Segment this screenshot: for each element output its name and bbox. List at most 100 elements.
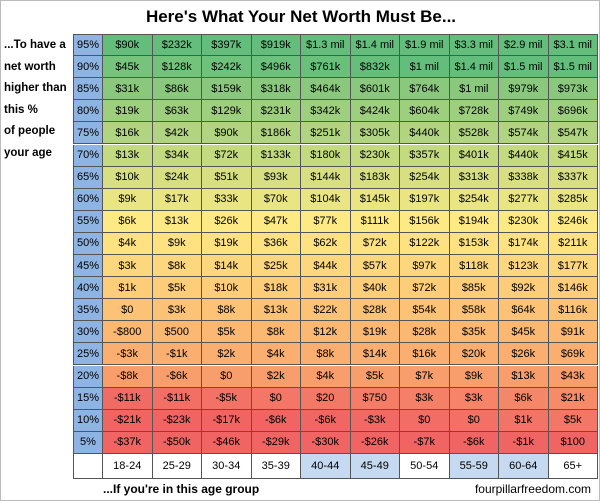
- net-worth-cell: $31k: [301, 277, 351, 300]
- net-worth-cell: $90k: [202, 122, 252, 145]
- net-worth-cell: $64k: [499, 299, 549, 322]
- net-worth-cell: $86k: [152, 78, 202, 101]
- net-worth-cell: -$5k: [202, 387, 252, 410]
- net-worth-cell: $230k: [499, 210, 549, 233]
- footer-caption: ...If you're in this age group: [103, 482, 260, 496]
- net-worth-cell: $153k: [449, 232, 499, 255]
- net-worth-cell: $0: [400, 409, 450, 432]
- percentile-label: 35%: [73, 299, 103, 322]
- net-worth-cell: $1k: [103, 277, 153, 300]
- net-worth-cell: -$26k: [350, 431, 400, 454]
- net-worth-cell: $1k: [499, 409, 549, 432]
- net-worth-cell: $43k: [548, 365, 598, 388]
- net-worth-cell: $28k: [400, 321, 450, 344]
- net-worth-cell: $31k: [103, 78, 153, 101]
- net-worth-cell: $13k: [251, 299, 301, 322]
- net-worth-cell: $47k: [251, 210, 301, 233]
- age-group-label: 60-64: [499, 453, 549, 479]
- net-worth-cell: $19k: [350, 321, 400, 344]
- net-worth-cell: -$6k: [152, 365, 202, 388]
- net-worth-cell: $973k: [548, 78, 598, 101]
- side-text-line: higher than: [4, 82, 67, 94]
- side-text-line: your age: [4, 146, 52, 159]
- net-worth-cell: $16k: [103, 122, 153, 145]
- side-text-line: net worth: [4, 60, 56, 73]
- net-worth-cell: $2k: [202, 343, 252, 366]
- net-worth-cell: $42k: [152, 122, 202, 145]
- net-worth-cell: $194k: [449, 210, 499, 233]
- net-worth-cell: $54k: [400, 299, 450, 322]
- percentile-label: 55%: [73, 210, 103, 233]
- net-worth-cell: $4k: [103, 232, 153, 255]
- net-worth-cell: $415k: [548, 144, 598, 167]
- net-worth-cell: $92k: [499, 277, 549, 300]
- percentile-label: 10%: [73, 409, 103, 432]
- net-worth-cell: -$3k: [350, 409, 400, 432]
- title: Here's What Your Net Worth Must Be...: [145, 7, 457, 26]
- net-worth-cell: $251k: [301, 122, 351, 145]
- net-worth-cell: $4k: [251, 343, 301, 366]
- net-worth-cell: $305k: [350, 122, 400, 145]
- net-worth-cell: $22k: [301, 299, 351, 322]
- net-worth-cell: $45k: [103, 56, 153, 79]
- net-worth-cell: $28k: [350, 299, 400, 322]
- net-worth-cell: $72k: [400, 277, 450, 300]
- net-worth-cell: $36k: [251, 232, 301, 255]
- side-text-line: this %: [4, 103, 38, 116]
- net-worth-cell: $63k: [152, 100, 202, 123]
- net-worth-cell: $500: [152, 321, 202, 344]
- net-worth-cell: $21k: [548, 387, 598, 410]
- net-worth-cell: $0: [449, 409, 499, 432]
- net-worth-cell: $761k: [301, 56, 351, 79]
- net-worth-cell: $93k: [251, 166, 301, 189]
- net-worth-cell: $34k: [152, 144, 202, 167]
- net-worth-cell: $177k: [548, 255, 598, 278]
- net-worth-cell: $174k: [499, 232, 549, 255]
- age-group-label: 65+: [548, 453, 598, 479]
- footer-source: fourpillarfreedom.com: [474, 482, 591, 496]
- net-worth-cell: $85k: [449, 277, 499, 300]
- net-worth-cell: $159k: [202, 78, 252, 101]
- side-text-line: ...To have a: [4, 39, 66, 51]
- net-worth-cell: $77k: [301, 210, 351, 233]
- net-worth-cell: $33k: [202, 188, 252, 211]
- net-worth-cell: $58k: [449, 299, 499, 322]
- side-text-line: of people: [4, 125, 56, 137]
- net-worth-cell: $13k: [152, 210, 202, 233]
- net-worth-cell: $2.9 mil: [499, 34, 549, 57]
- net-worth-cell: $528k: [449, 122, 499, 145]
- net-worth-cell: $313k: [449, 166, 499, 189]
- net-worth-cell: $123k: [499, 255, 549, 278]
- net-worth-cell: $129k: [202, 100, 252, 123]
- net-worth-cell: $1 mil: [400, 56, 450, 79]
- age-group-label: 55-59: [449, 453, 499, 479]
- net-worth-cell: $7k: [400, 365, 450, 388]
- net-worth-cell: $5k: [548, 409, 598, 432]
- net-worth-cell: $1.5 mil: [548, 56, 598, 79]
- net-worth-cell: $104k: [301, 188, 351, 211]
- net-worth-cell: $401k: [449, 144, 499, 167]
- percentile-label: 50%: [73, 232, 103, 255]
- net-worth-cell: $574k: [499, 122, 549, 145]
- net-worth-cell: $156k: [400, 210, 450, 233]
- net-worth-cell: -$11k: [103, 387, 153, 410]
- net-worth-cell: $3.1 mil: [548, 34, 598, 57]
- net-worth-cell: $100: [548, 431, 598, 454]
- net-worth-cell: $25k: [251, 255, 301, 278]
- net-worth-cell: $51k: [202, 166, 252, 189]
- net-worth-cell: $14k: [350, 343, 400, 366]
- percentile-label: 85%: [73, 78, 103, 101]
- net-worth-cell: $26k: [499, 343, 549, 366]
- net-worth-cell: $424k: [350, 100, 400, 123]
- age-group-label: 25-29: [152, 453, 202, 479]
- percentile-label: 75%: [73, 122, 103, 145]
- net-worth-cell: $9k: [449, 365, 499, 388]
- net-worth-cell: $440k: [499, 144, 549, 167]
- net-worth-cell: $254k: [449, 188, 499, 211]
- net-worth-cell: $14k: [202, 255, 252, 278]
- net-worth-cell: $186k: [251, 122, 301, 145]
- net-worth-cell: $1.5 mil: [499, 56, 549, 79]
- net-worth-cell: -$3k: [103, 343, 153, 366]
- percentile-label: 80%: [73, 100, 103, 123]
- percentile-label: 45%: [73, 255, 103, 278]
